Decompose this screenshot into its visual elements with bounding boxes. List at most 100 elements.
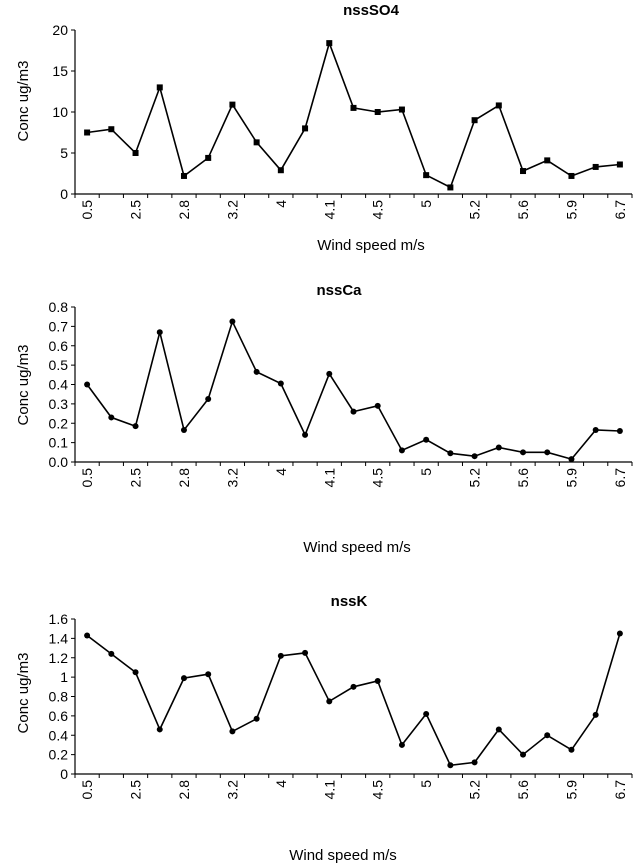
data-point xyxy=(302,649,309,656)
x-tick-label: 4.5 xyxy=(370,200,386,220)
data-point xyxy=(544,449,551,456)
y-tick-label: 0.8 xyxy=(49,689,69,705)
x-tick-label: 5.6 xyxy=(515,200,531,220)
data-point xyxy=(180,172,187,179)
data-point xyxy=(520,449,527,456)
x-tick-label: 5 xyxy=(418,200,434,208)
x-axis-title: Wind speed m/s xyxy=(289,847,397,864)
x-tick-label: 0.5 xyxy=(79,468,95,488)
chart-title: nssCa xyxy=(316,282,362,299)
data-point xyxy=(568,456,575,463)
y-tick-label: 1 xyxy=(60,669,68,685)
data-point xyxy=(374,402,381,409)
y-tick-label: 5 xyxy=(60,145,68,161)
x-tick-label: 5.6 xyxy=(515,468,531,488)
data-point xyxy=(156,726,163,733)
x-tick-label: 5.9 xyxy=(563,468,579,488)
data-point xyxy=(398,741,405,748)
data-point xyxy=(84,632,91,639)
x-tick-label: 2.5 xyxy=(128,780,144,800)
data-point xyxy=(84,381,91,388)
data-point xyxy=(205,671,212,678)
y-tick-label: 0.1 xyxy=(49,435,69,451)
x-tick-label: 5.2 xyxy=(467,780,483,800)
data-point xyxy=(229,728,236,735)
x-tick-label: 3.2 xyxy=(224,200,240,220)
data-point xyxy=(471,117,478,124)
y-tick-label: 0.7 xyxy=(49,318,69,334)
data-point xyxy=(423,436,430,443)
x-tick-label: 2.8 xyxy=(176,200,192,220)
x-tick-label: 5 xyxy=(418,468,434,476)
chart-title: nssSO4 xyxy=(343,2,400,19)
y-tick-label: 0.6 xyxy=(49,338,69,354)
data-point xyxy=(616,428,623,434)
data-point xyxy=(471,759,478,766)
data-point xyxy=(398,106,405,113)
data-point xyxy=(520,751,527,758)
series-line xyxy=(86,40,620,189)
x-tick-label: 6.7 xyxy=(612,200,628,220)
x-axis-title: Wind speed m/s xyxy=(303,539,411,556)
data-point xyxy=(447,450,454,457)
data-point xyxy=(84,129,91,136)
chart-title: nssK xyxy=(331,593,368,610)
y-tick-label: 0.5 xyxy=(49,357,69,373)
data-point xyxy=(132,423,139,430)
y-tick-label: 0.8 xyxy=(49,299,69,315)
y-tick-label: 0.0 xyxy=(49,454,69,470)
data-point xyxy=(350,683,357,690)
data-point xyxy=(156,329,163,336)
data-point xyxy=(495,102,502,109)
x-axis-title: Wind speed m/s xyxy=(317,237,425,254)
data-point xyxy=(326,40,333,47)
data-point xyxy=(229,318,236,325)
x-tick-label: 2.5 xyxy=(128,468,144,488)
data-point xyxy=(253,139,260,146)
x-tick-label: 4.1 xyxy=(321,200,337,220)
data-point xyxy=(568,172,575,179)
x-tick-label: 3.2 xyxy=(224,468,240,488)
data-point xyxy=(544,157,551,164)
x-tick-label: 4.5 xyxy=(370,468,386,488)
data-point xyxy=(423,172,430,179)
data-point xyxy=(398,447,405,454)
y-tick-label: 0.2 xyxy=(49,747,69,763)
series-line xyxy=(86,633,621,767)
chart-panel-nssk: nssK Conc ug/m3 Wind speed m/s 0 0.2 0.4 0.… xyxy=(15,593,633,864)
x-tick-label: 5.9 xyxy=(563,780,579,800)
x-tick-label: 4 xyxy=(273,200,289,208)
data-point xyxy=(253,715,260,722)
data-point xyxy=(447,762,454,769)
data-point xyxy=(374,109,381,115)
x-tick-label: 5.2 xyxy=(467,200,483,220)
data-point xyxy=(616,630,623,637)
data-point xyxy=(132,150,139,156)
y-tick-label: 0.3 xyxy=(49,396,69,412)
x-tick-label: 4.5 xyxy=(370,780,386,800)
x-tick-label: 3.2 xyxy=(224,780,240,800)
x-tick-label: 5.6 xyxy=(515,780,531,800)
x-tick-label: 2.8 xyxy=(176,780,192,800)
x-tick-label: 6.7 xyxy=(612,780,628,800)
x-tick-label: 4.1 xyxy=(321,468,337,488)
data-point xyxy=(374,678,381,684)
data-point xyxy=(229,101,236,108)
data-point xyxy=(544,732,551,739)
data-point xyxy=(302,125,309,132)
x-tick-label: 5.2 xyxy=(467,468,483,488)
data-point xyxy=(592,427,599,434)
y-tick-label: 0.2 xyxy=(49,415,69,431)
data-point xyxy=(277,652,284,659)
data-point xyxy=(616,161,623,168)
data-point xyxy=(326,698,333,705)
x-tick-label: 5 xyxy=(418,780,434,788)
x-tick-label: 4.1 xyxy=(321,780,337,800)
data-point xyxy=(132,669,139,676)
data-point xyxy=(108,650,115,657)
chart-panel-nssca: nssCa Conc ug/m3 Wind speed m/s 0.0 0.1 0.… xyxy=(15,282,633,556)
data-point xyxy=(180,427,187,434)
series-line xyxy=(86,319,620,461)
data-point xyxy=(350,104,357,111)
y-tick-label: 0.4 xyxy=(49,727,69,743)
